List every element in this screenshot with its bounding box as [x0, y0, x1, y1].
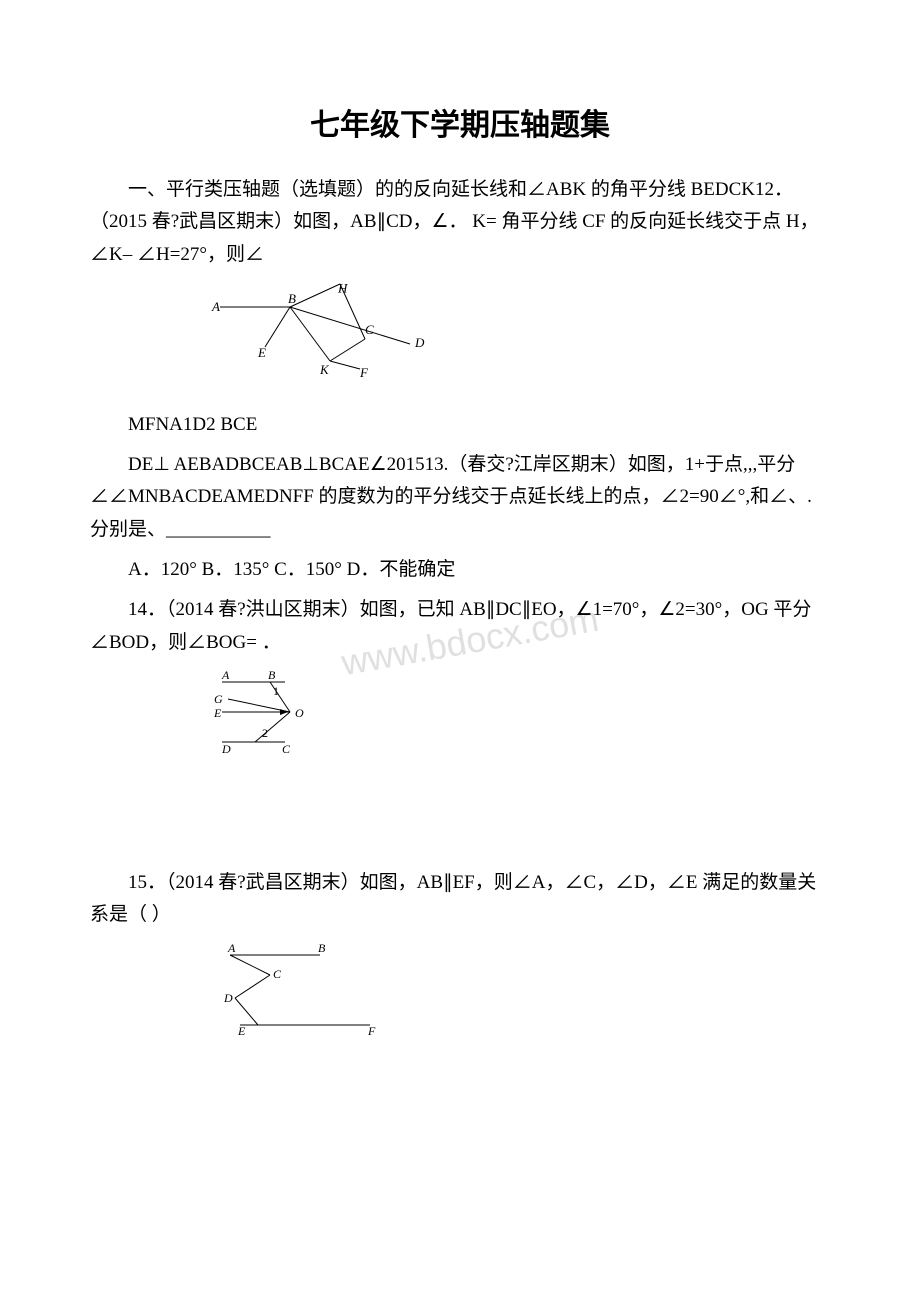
paragraph-1: 一、平行类压轴题（选填题）的的反向延长线和∠ABK 的角平分线 BEDCK12．…	[90, 174, 830, 271]
diagram-1: A B C D E F H K	[210, 279, 830, 379]
label2-O: O	[295, 706, 304, 720]
label3-A: A	[227, 941, 236, 955]
label2-A: A	[221, 668, 230, 682]
paragraph-2: MFNA1D2 BCE	[90, 409, 830, 441]
label3-F: F	[367, 1024, 376, 1035]
diagram-3: A B C D E F	[210, 940, 830, 1035]
document-content: 七年级下学期压轴题集 一、平行类压轴题（选填题）的的反向延长线和∠ABK 的角平…	[90, 100, 830, 1035]
label-D: D	[414, 335, 425, 350]
label-K: K	[319, 362, 330, 377]
page-title: 七年级下学期压轴题集	[90, 100, 830, 144]
paragraph-4: A．120° B．135° C．150° D．不能确定	[90, 554, 830, 586]
label-E: E	[257, 345, 266, 360]
label3-B: B	[318, 941, 326, 955]
label3-C: C	[273, 967, 282, 981]
label2-1: 1	[273, 684, 279, 698]
label2-B: B	[268, 668, 276, 682]
label-F: F	[359, 365, 369, 379]
diagram-2: A B C D E G O 1 2	[210, 667, 830, 757]
paragraph-6: 15．（2014 春?武昌区期末）如图，AB∥EF，则∠A，∠C，∠D，∠E 满…	[90, 867, 830, 932]
label-C: C	[365, 322, 374, 337]
label2-C: C	[282, 742, 291, 756]
label2-E: E	[213, 706, 222, 720]
paragraph-3: DE⊥ AEBADBCEAB⊥BCAE∠201513.（春交?江岸区期末）如图，…	[90, 449, 830, 546]
label2-G: G	[214, 692, 223, 706]
label3-E: E	[237, 1024, 246, 1035]
label-B: B	[288, 291, 296, 306]
label2-D: D	[221, 742, 231, 756]
paragraph-5: 14．（2014 春?洪山区期末）如图，已知 AB∥DC∥EO，∠1=70°，∠…	[90, 594, 830, 659]
label2-2: 2	[262, 726, 268, 740]
label3-D: D	[223, 991, 233, 1005]
label-A: A	[211, 299, 220, 314]
label-H: H	[337, 280, 348, 295]
